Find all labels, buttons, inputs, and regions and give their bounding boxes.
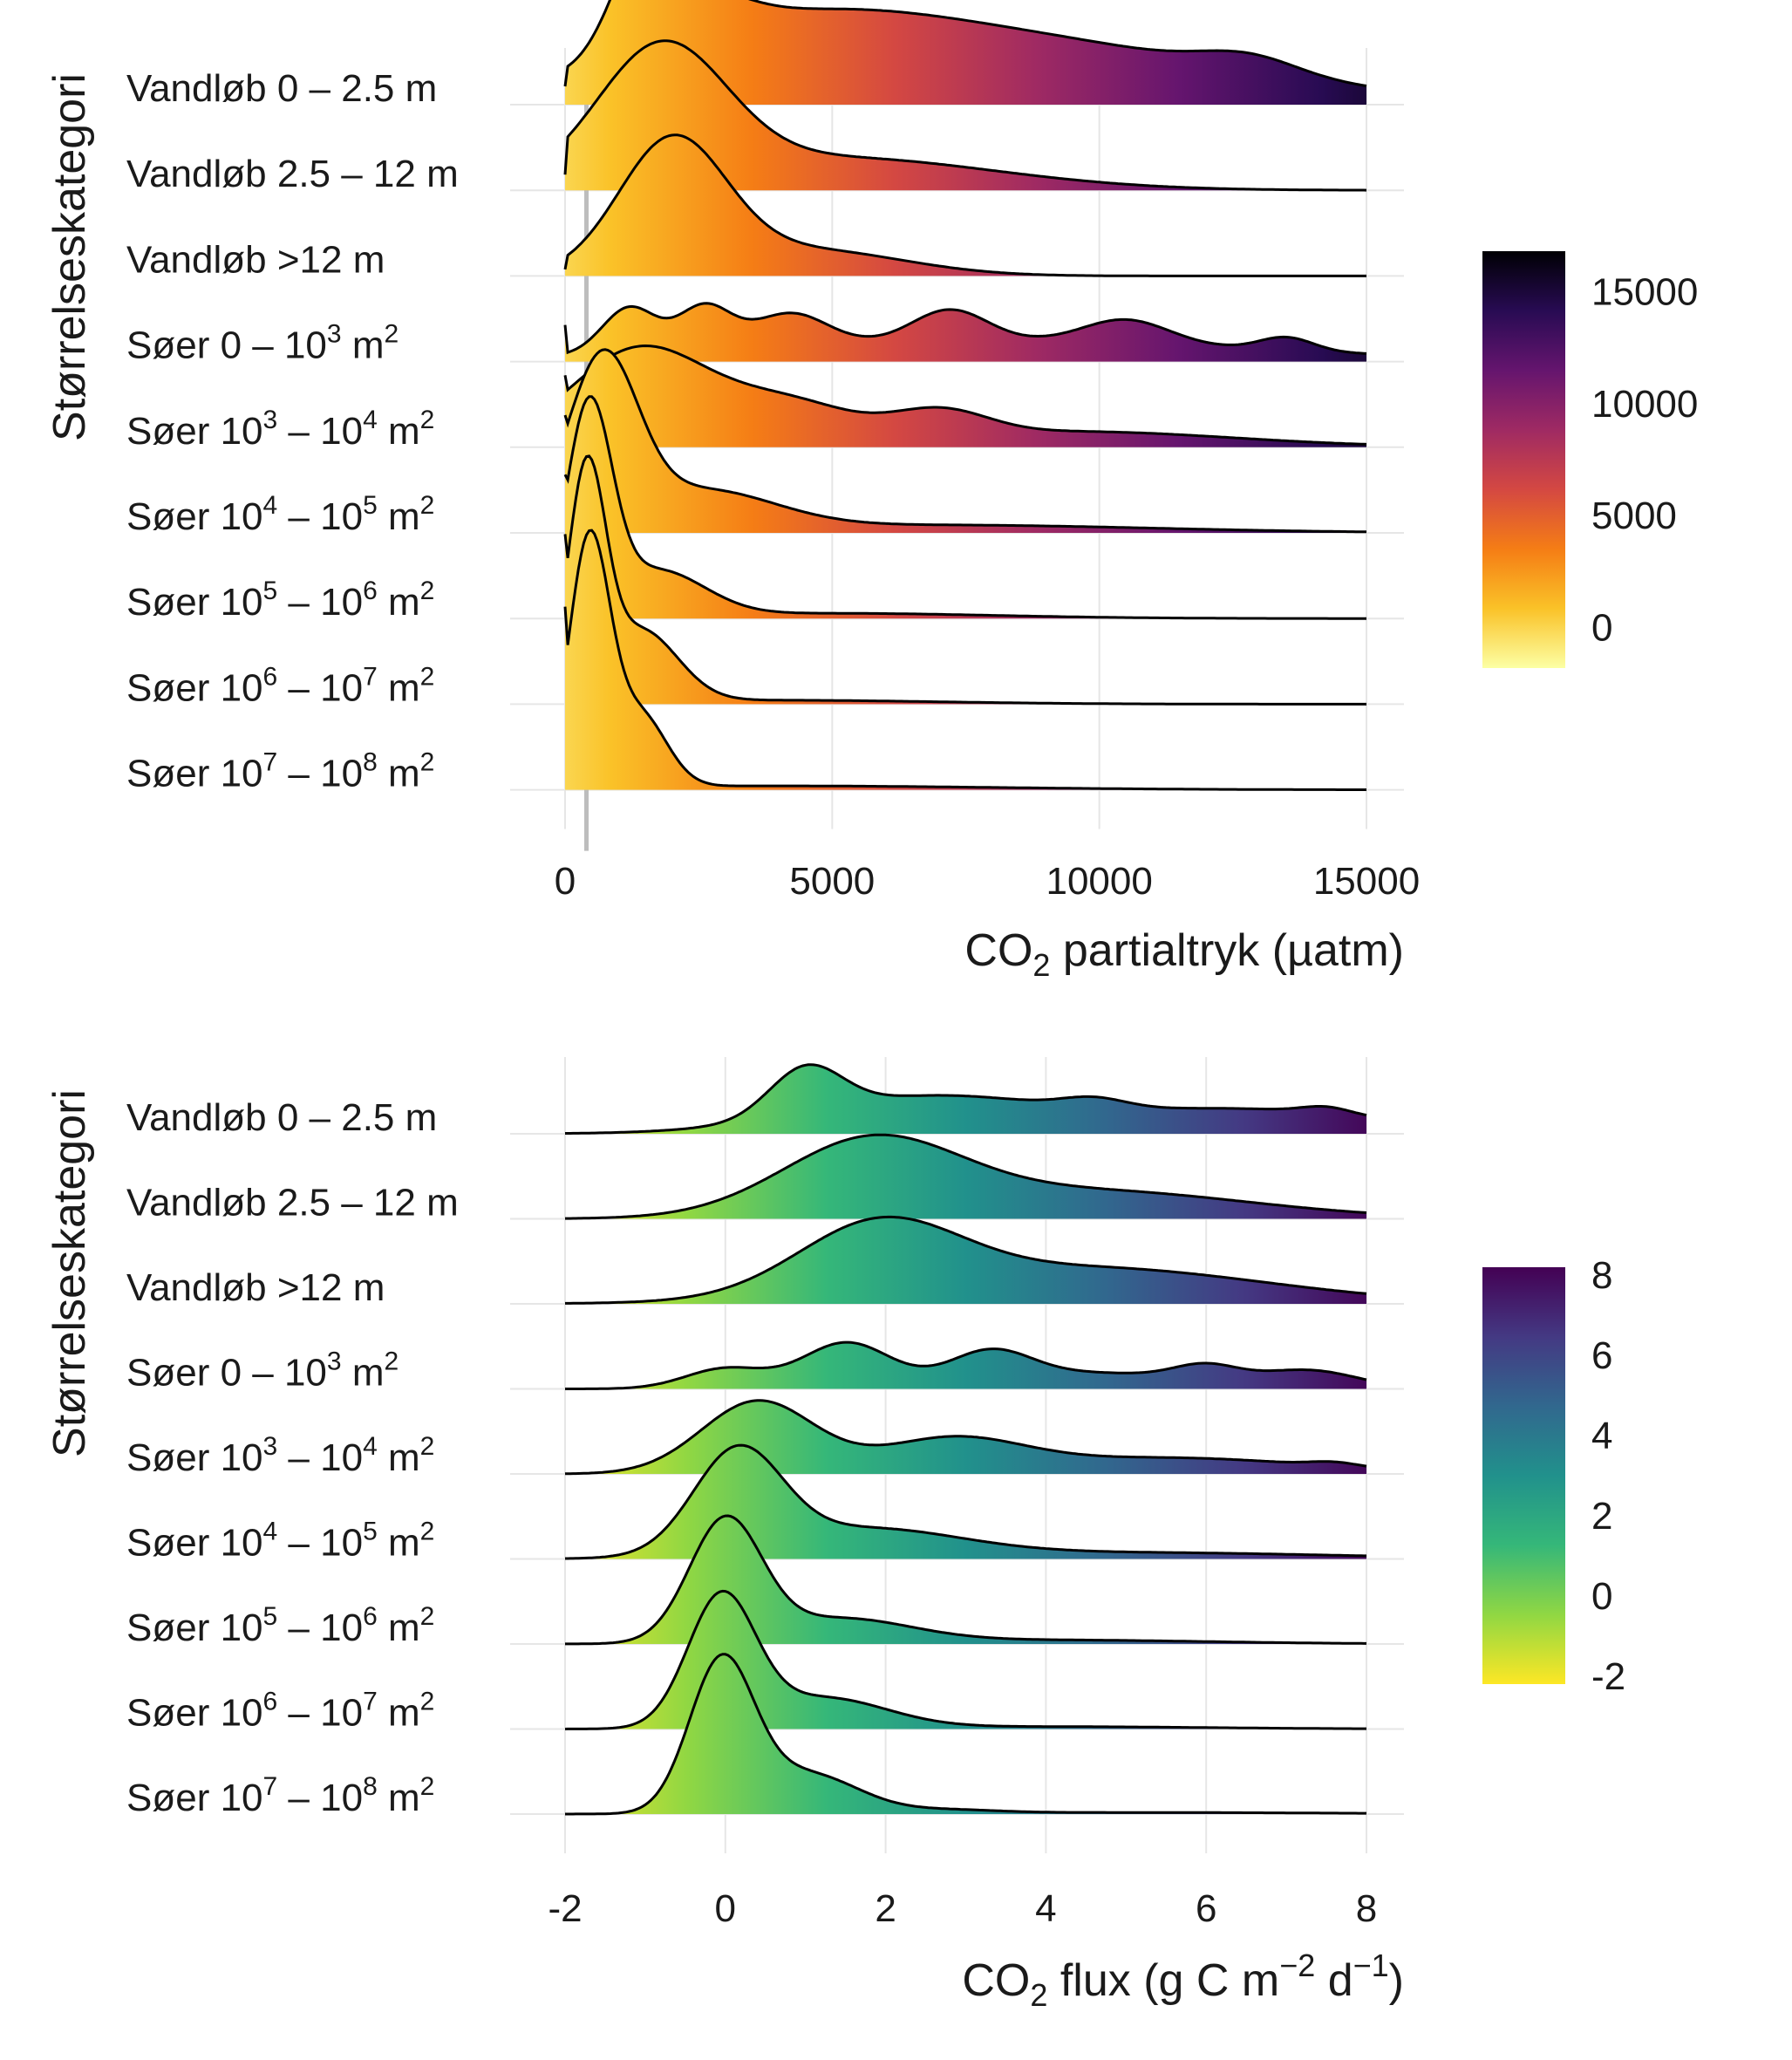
ridge-line: [565, 1443, 1366, 1560]
x-axis-label: CO2 partialtryk (µatm): [964, 925, 1404, 983]
ridge-line: [565, 1215, 1367, 1305]
colorbar-tick-label: 8: [1591, 1254, 1612, 1297]
ridge-line: [563, 454, 1366, 706]
category-label: Vandløb 0 – 2.5 m: [126, 67, 437, 110]
x-tick-label: 0: [715, 1887, 736, 1930]
ridge-line: [565, 1653, 1366, 1816]
category-label: Søer 107 – 108 m2: [126, 748, 434, 795]
ridge-fill: [565, 1654, 1366, 1814]
ridge-fill: [565, 455, 1366, 705]
category-label: Søer 105 – 106 m2: [126, 1602, 434, 1649]
ridge-line: [563, 348, 1366, 534]
x-tick-label: 10000: [1046, 860, 1152, 903]
ridge-line: [563, 133, 1366, 277]
ridge-fill: [565, 1591, 1366, 1729]
x-tick-label: 2: [875, 1887, 896, 1930]
ridge-line: [565, 1340, 1367, 1390]
category-label: Vandløb >12 m: [126, 1266, 385, 1309]
ridge-line: [563, 39, 1367, 192]
x-tick-label: 6: [1196, 1887, 1216, 1930]
ridge-fill: [565, 0, 1366, 105]
category-label: Søer 0 – 103 m2: [126, 1347, 399, 1395]
ridge-line: [563, 395, 1366, 620]
ridge-line: [565, 1514, 1366, 1646]
x-tick-label: 5000: [789, 860, 875, 903]
category-label: Vandløb 0 – 2.5 m: [126, 1096, 437, 1139]
category-label: Søer 104 – 105 m2: [126, 1518, 434, 1565]
category-label: Søer 105 – 106 m2: [126, 576, 434, 624]
colorbar-tick-label: 2: [1591, 1495, 1612, 1538]
ridge-fill: [565, 40, 1366, 191]
category-label: Søer 103 – 104 m2: [126, 406, 434, 453]
ridge-fill: [565, 1135, 1366, 1219]
ridge-fill: [565, 345, 1366, 447]
ridge-fill: [565, 1342, 1366, 1389]
panel-co2-partial-pressure: Vandløb 0 – 2.5 m Vandløb 2.5 – 12 m Vandl…: [44, 0, 1698, 983]
category-label: Vandløb 2.5 – 12 m: [126, 1182, 459, 1224]
ridge-line: [565, 1063, 1367, 1135]
ridge-fill: [565, 1064, 1366, 1134]
ridge-fill: [565, 134, 1366, 276]
ridge-fill: [565, 1445, 1366, 1559]
colorbar-tick-label: 10000: [1591, 383, 1698, 426]
y-axis-label: Størrelseskategori: [44, 1089, 95, 1457]
category-label: Søer 0 – 103 m2: [126, 320, 399, 367]
ridge-line: [563, 0, 1367, 87]
ridge-fill: [565, 1217, 1366, 1304]
colorbar-tick-label: 0: [1591, 607, 1612, 650]
category-label: Vandløb >12 m: [126, 238, 385, 281]
ridge-line: [563, 529, 1366, 791]
ridge-fill: [565, 1516, 1366, 1644]
colorbar: [1482, 251, 1565, 668]
ridge-line: [564, 1399, 1367, 1476]
x-tick-label: 0: [555, 860, 576, 903]
x-tick-label: 4: [1035, 1887, 1056, 1930]
ridge-fill: [565, 396, 1366, 619]
colorbar-tick-label: 5000: [1591, 495, 1677, 537]
colorbar: [1482, 1267, 1565, 1684]
category-label: Vandløb 2.5 – 12 m: [126, 153, 459, 195]
colorbar-tick-label: 4: [1591, 1415, 1612, 1457]
category-label: Søer 106 – 107 m2: [126, 1688, 434, 1735]
ridge-line: [563, 302, 1367, 355]
colorbar-tick-label: 15000: [1591, 270, 1698, 313]
ridge-line: [563, 344, 1367, 446]
ridge-fill: [565, 349, 1366, 533]
ridge-fill: [565, 530, 1366, 790]
x-tick-label: 15000: [1313, 860, 1420, 903]
category-label: Søer 106 – 107 m2: [126, 662, 434, 709]
x-tick-label: -2: [548, 1887, 582, 1930]
category-label: Søer 104 – 105 m2: [126, 491, 434, 538]
x-tick-label: 8: [1356, 1887, 1377, 1930]
colorbar-tick-label: 6: [1591, 1334, 1612, 1377]
x-axis-label: CO2 flux (g C m−2 d−1): [962, 1947, 1404, 2013]
panel-co2-flux: Vandløb 0 – 2.5 m Vandløb 2.5 – 12 m Vandl…: [44, 1057, 1625, 2013]
ridge-line: [564, 1589, 1366, 1730]
category-label: Søer 103 – 104 m2: [126, 1432, 434, 1479]
y-axis-label: Størrelseskategori: [44, 73, 95, 441]
category-label: Søer 107 – 108 m2: [126, 1772, 434, 1819]
colorbar-tick-label: -2: [1591, 1655, 1625, 1698]
colorbar-tick-label: 0: [1591, 1575, 1612, 1618]
ridge-line: [565, 1133, 1367, 1220]
